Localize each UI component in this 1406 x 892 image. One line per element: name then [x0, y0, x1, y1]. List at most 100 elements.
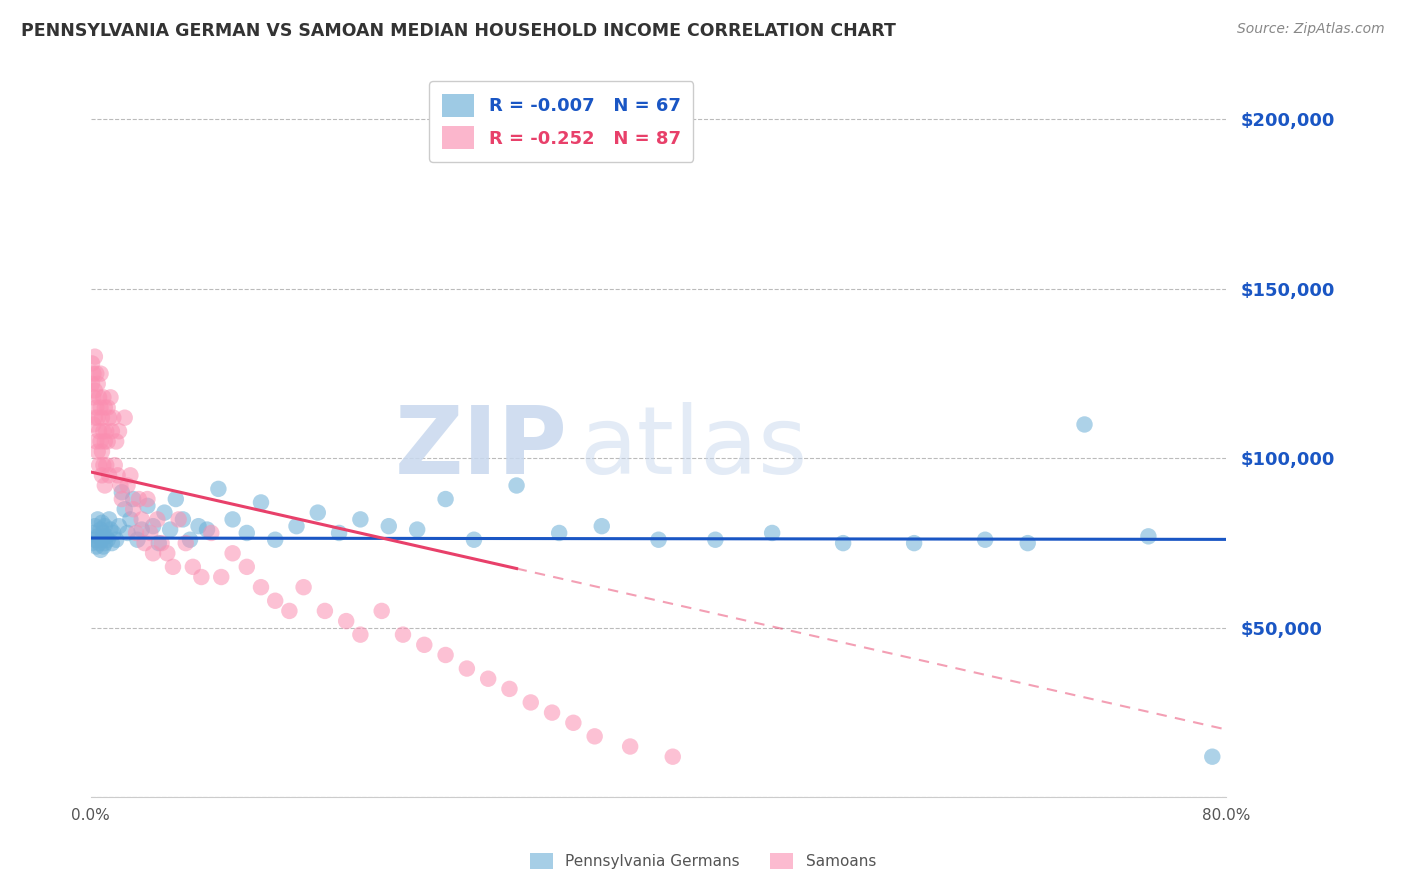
Point — [91, 444, 114, 458]
Point — [520, 695, 543, 709]
Point — [349, 512, 371, 526]
Point — [142, 519, 165, 533]
Point — [103, 525, 125, 540]
Point — [131, 523, 153, 537]
Point — [328, 525, 350, 540]
Point — [142, 546, 165, 560]
Point — [292, 580, 315, 594]
Point — [86, 529, 108, 543]
Point — [94, 536, 117, 550]
Point — [83, 519, 105, 533]
Point — [250, 580, 273, 594]
Point — [90, 434, 112, 449]
Point — [96, 529, 118, 543]
Point — [86, 376, 108, 391]
Text: ZIP: ZIP — [395, 401, 568, 493]
Point — [335, 614, 357, 628]
Point — [156, 546, 179, 560]
Point — [370, 604, 392, 618]
Point — [84, 401, 107, 415]
Point — [463, 533, 485, 547]
Point — [541, 706, 564, 720]
Point — [117, 478, 139, 492]
Point — [90, 523, 112, 537]
Point — [84, 540, 107, 554]
Point — [179, 533, 201, 547]
Point — [97, 401, 120, 415]
Point — [505, 478, 527, 492]
Point — [349, 627, 371, 641]
Point — [1137, 529, 1160, 543]
Point — [93, 540, 115, 554]
Point — [107, 468, 129, 483]
Point — [187, 519, 209, 533]
Point — [832, 536, 855, 550]
Point — [100, 390, 122, 404]
Point — [100, 523, 122, 537]
Point — [174, 536, 197, 550]
Point — [111, 485, 134, 500]
Point — [91, 468, 114, 483]
Point — [264, 593, 287, 607]
Point — [94, 401, 117, 415]
Point — [181, 559, 204, 574]
Point — [89, 536, 111, 550]
Point — [406, 523, 429, 537]
Point — [647, 533, 669, 547]
Point — [1017, 536, 1039, 550]
Point — [91, 516, 114, 530]
Point — [434, 648, 457, 662]
Point — [172, 512, 194, 526]
Point — [434, 491, 457, 506]
Point — [165, 491, 187, 506]
Point — [91, 533, 114, 547]
Point — [209, 570, 232, 584]
Point — [89, 390, 111, 404]
Point — [98, 512, 121, 526]
Point — [117, 525, 139, 540]
Point — [86, 512, 108, 526]
Point — [96, 424, 118, 438]
Point — [90, 401, 112, 415]
Point — [167, 512, 190, 526]
Legend: R = -0.007   N = 67, R = -0.252   N = 87: R = -0.007 N = 67, R = -0.252 N = 87 — [429, 81, 693, 162]
Point — [122, 491, 145, 506]
Point — [236, 525, 259, 540]
Point — [1073, 417, 1095, 432]
Point — [134, 536, 156, 550]
Point — [1201, 749, 1223, 764]
Point — [105, 533, 128, 547]
Point — [120, 468, 142, 483]
Point — [162, 559, 184, 574]
Point — [94, 478, 117, 492]
Point — [236, 559, 259, 574]
Point — [128, 491, 150, 506]
Point — [195, 523, 218, 537]
Point — [103, 410, 125, 425]
Point — [82, 525, 104, 540]
Point — [583, 730, 606, 744]
Point — [159, 523, 181, 537]
Point — [146, 512, 169, 526]
Point — [98, 410, 121, 425]
Point — [89, 424, 111, 438]
Point — [84, 434, 107, 449]
Point — [413, 638, 436, 652]
Point — [562, 715, 585, 730]
Point — [903, 536, 925, 550]
Point — [111, 491, 134, 506]
Point — [190, 570, 212, 584]
Point — [131, 512, 153, 526]
Point — [83, 384, 105, 398]
Point — [114, 410, 136, 425]
Point — [91, 410, 114, 425]
Point — [98, 468, 121, 483]
Point — [150, 536, 173, 550]
Point — [591, 519, 613, 533]
Point — [378, 519, 401, 533]
Point — [207, 482, 229, 496]
Point — [153, 506, 176, 520]
Point — [127, 533, 149, 547]
Point — [94, 434, 117, 449]
Point — [619, 739, 641, 754]
